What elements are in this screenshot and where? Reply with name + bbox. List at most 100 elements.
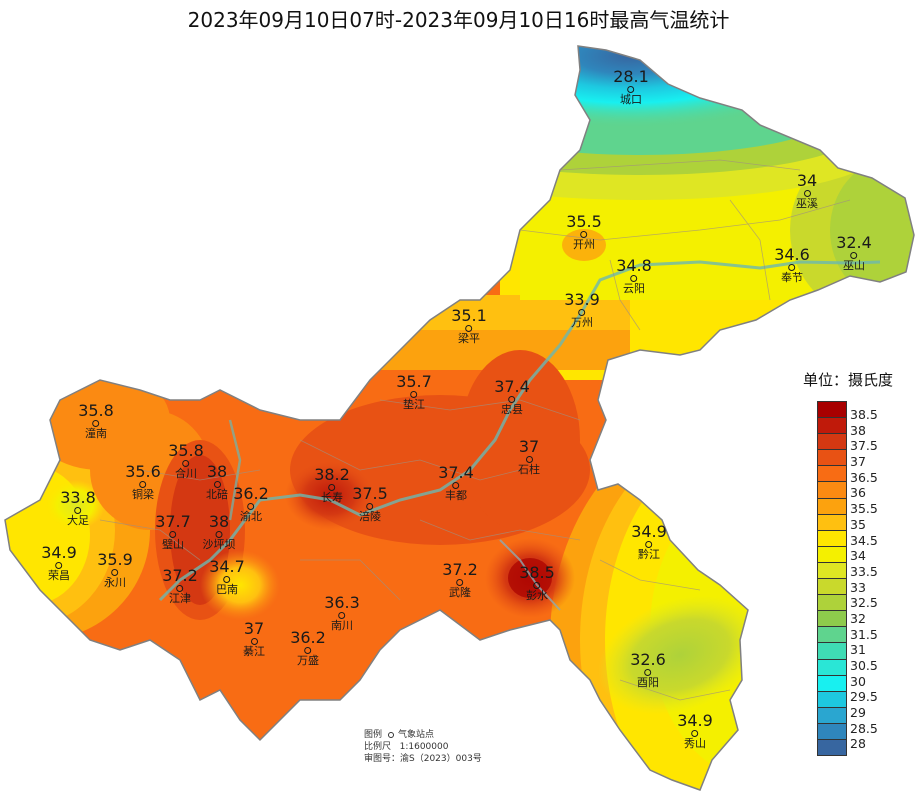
station-value: 32.6: [630, 650, 666, 669]
scale-label: 比例尺: [364, 742, 392, 752]
station-marker-icon: [250, 638, 258, 645]
legend-label-value: 28: [850, 736, 866, 752]
station-25: 34.7 巴南: [209, 557, 245, 597]
legend-label-value: 29: [850, 705, 866, 721]
legend-swatch: [817, 643, 847, 660]
station-value: 38: [206, 462, 228, 481]
station-value: 38.2: [314, 465, 350, 484]
station-marker-icon: [465, 325, 473, 332]
legend-swatch: [817, 723, 847, 740]
station-1: 34 巫溪: [796, 173, 818, 211]
station-value: 36.2: [290, 628, 326, 647]
legend-label-value: 33: [850, 579, 866, 595]
station-name: 万盛: [297, 654, 319, 667]
station-marker-icon: [304, 647, 312, 654]
station-20: 37.7 璧山: [155, 512, 191, 552]
station-value: 36.2: [233, 484, 269, 503]
station-marker-icon: [388, 731, 395, 738]
station-marker-icon: [169, 531, 177, 538]
station-value: 38: [208, 512, 230, 531]
station-marker-icon: [213, 481, 221, 488]
station-name: 涪陵: [359, 510, 381, 523]
station-marker-icon: [627, 86, 635, 93]
legend-swatch: [817, 562, 847, 580]
station-value: 34.9: [677, 711, 713, 730]
station-7: 35.1 梁平: [451, 308, 487, 346]
station-marker-icon: [533, 582, 541, 589]
legend-swatch: [817, 514, 847, 531]
station-marker-icon: [580, 231, 588, 238]
station-13: 37.4 丰都: [438, 465, 474, 503]
station-marker-icon: [111, 569, 119, 576]
station-8: 35.7 垫江: [396, 372, 432, 412]
legend-swatch: [817, 482, 847, 499]
station-name: 合川: [175, 467, 197, 480]
station-22: 34.9 黔江: [631, 522, 667, 562]
station-31: 36.2 万盛: [290, 628, 326, 668]
station-name: 巴南: [216, 583, 238, 596]
legend-label-value: 35.5: [850, 501, 878, 517]
legend-labels: 38.5 38 37.5 37 36.5 36 35.5 35 34.5 34 33.5 33 32.5…: [850, 407, 878, 752]
station-value: 34.9: [41, 543, 77, 562]
station-value: 37.7: [155, 512, 191, 531]
station-5: 34.6 奉节: [774, 245, 810, 285]
legend-label-value: 32.5: [850, 595, 878, 611]
map-title: 2023年09月10日07时-2023年09月10日16时最高气温统计: [187, 8, 730, 32]
station-value: 33.8: [60, 488, 96, 507]
station-16: 35.6 铜梁: [125, 464, 161, 502]
station-marker-icon: [644, 669, 652, 676]
legend-label-value: 37: [850, 454, 866, 470]
legend-swatch: [817, 434, 847, 451]
review-value: 渝S（2023）003号: [400, 754, 482, 764]
station-name: 云阳: [623, 282, 645, 295]
legend-label-value: 31.5: [850, 626, 878, 642]
legend-label-value: 30.5: [850, 658, 878, 673]
station-11: 37 石柱: [518, 439, 540, 477]
legend-swatch: [817, 675, 847, 692]
station-value: 34.9: [631, 522, 667, 541]
station-30: 37 綦江: [243, 621, 265, 659]
station-marker-icon: [508, 396, 516, 403]
station-name: 武隆: [449, 586, 471, 599]
station-name: 北碚: [206, 488, 228, 501]
legend-swatch: [817, 401, 847, 419]
legend-label-value: 31: [850, 642, 866, 658]
legend-swatch: [817, 707, 847, 724]
station-15: 38.2 长寿: [314, 465, 350, 505]
station-24: 35.9 永川: [97, 550, 133, 590]
station-value: 37.5: [352, 484, 388, 503]
station-name: 梁平: [458, 332, 480, 345]
station-marker-icon: [645, 541, 653, 548]
legend-swatch: [817, 579, 847, 596]
legend-swatch: [817, 611, 847, 628]
station-value: 38.5: [519, 563, 555, 582]
station-10: 35.8 潼南: [78, 401, 114, 441]
station-value: 35.9: [97, 550, 133, 569]
station-value: 36.3: [324, 593, 360, 612]
station-marker-icon: [452, 482, 460, 489]
station-28: 38.5 彭水: [519, 563, 555, 603]
station-value: 28.1: [613, 67, 649, 86]
station-18: 37.5 涪陵: [352, 484, 388, 524]
legend-label: 图例: [364, 730, 383, 740]
station-name: 开州: [573, 238, 595, 251]
station-value: 34.7: [209, 557, 245, 576]
legend-swatch: [817, 739, 847, 757]
station-name: 潼南: [85, 427, 107, 440]
station-name: 黔江: [638, 548, 660, 561]
station-6: 33.9 万州: [564, 292, 600, 330]
color-legend: [817, 401, 847, 757]
station-value: 34.6: [774, 245, 810, 264]
legend-label-value: 37.5: [850, 438, 878, 454]
station-value: 35.8: [78, 401, 114, 420]
station-name: 垫江: [403, 398, 425, 411]
station-marker-icon: [328, 484, 336, 491]
legend-label-value: 38: [850, 422, 866, 438]
legend-swatch: [817, 691, 847, 708]
station-name: 大足: [67, 514, 89, 527]
station-value: 35.7: [396, 372, 432, 391]
station-name: 綦江: [243, 645, 265, 658]
station-name: 巫溪: [796, 197, 818, 210]
station-name: 璧山: [162, 538, 184, 551]
legend-label-value: 34.5: [850, 532, 878, 548]
